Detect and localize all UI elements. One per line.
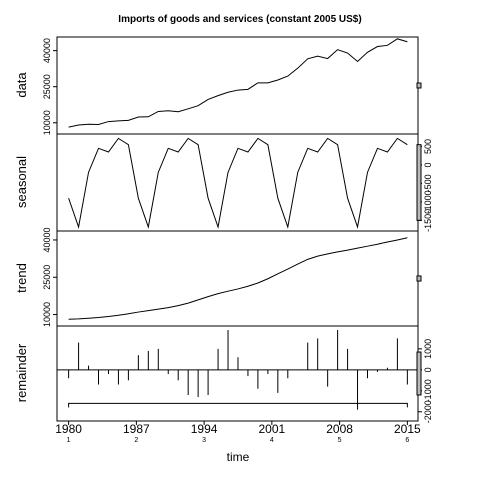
remainder-spikes <box>68 330 408 410</box>
y-tick-label-trend: 25000 <box>42 265 52 290</box>
y-tick-label-remainder: 1000 <box>423 339 433 359</box>
x-tick-label: 1994 <box>191 422 218 436</box>
y-tick-label-seasonal: -1500 <box>423 209 433 232</box>
x-tick-sublabel: 5 <box>338 437 342 444</box>
y-tick-label-data: 40000 <box>42 38 52 63</box>
series-line-seasonal <box>68 137 408 229</box>
range-bar-trend <box>416 275 422 282</box>
y-tick-label-remainder: 0 <box>423 367 433 372</box>
remainder-bracket <box>68 402 408 408</box>
ylabel-remainder: remainder <box>14 343 29 402</box>
range-bar-data <box>416 82 422 89</box>
x-axis-label: time <box>227 450 250 464</box>
panel-frame-data <box>56 36 419 135</box>
panel-trend: trend 10000 25000 40000 <box>14 227 422 327</box>
x-tick-label: 2015 <box>394 422 421 436</box>
x-tick-label: 1987 <box>123 422 150 436</box>
panel-frame-trend <box>56 230 419 327</box>
panel-remainder: remainder -2000-1000 0 1000 <box>14 325 433 423</box>
y-tick-label-trend: 10000 <box>42 302 52 327</box>
y-tick-label-trend: 40000 <box>42 227 52 252</box>
range-bar-remainder <box>416 351 422 396</box>
x-tick-sublabel: 6 <box>405 437 409 444</box>
y-tick-label-seasonal: -500 <box>423 174 433 192</box>
y-tick-label-remainder: -1000 <box>423 379 433 402</box>
chart-title: Imports of goods and services (constant … <box>118 14 361 25</box>
y-tick-label-data: 10000 <box>42 110 52 135</box>
ylabel-trend: trend <box>14 263 29 293</box>
y-tick-label-seasonal: -1000 <box>423 190 433 213</box>
y-tick-label-seasonal: 500 <box>423 139 433 154</box>
ylabel-seasonal: seasonal <box>14 156 29 208</box>
x-tick-sublabel: 2 <box>134 437 138 444</box>
series-line-trend <box>68 237 408 320</box>
y-tick-label-seasonal: 0 <box>423 162 433 167</box>
x-tick-sublabel: 1 <box>67 437 71 444</box>
y-tick-label-data: 25000 <box>42 74 52 99</box>
range-bar-seasonal <box>416 144 422 221</box>
x-tick-label: 2001 <box>259 422 286 436</box>
x-tick-label: 1980 <box>55 422 82 436</box>
y-axis-trend: 10000 25000 40000 <box>42 227 57 327</box>
panel-seasonal: seasonal -1500-1000-500 0 500 <box>14 133 433 232</box>
y-axis-data: 10000 25000 40000 <box>42 38 57 135</box>
panel-frame-remainder <box>56 325 419 422</box>
y-tick-label-remainder: -2000 <box>423 400 433 423</box>
x-tick-sublabel: 4 <box>270 437 274 444</box>
x-tick-label: 2008 <box>326 422 353 436</box>
series-line-data <box>68 38 408 128</box>
x-tick-sublabel: 3 <box>202 437 206 444</box>
ylabel-data: data <box>14 72 29 98</box>
panel-data: data 10000 25000 40000 <box>14 36 422 135</box>
